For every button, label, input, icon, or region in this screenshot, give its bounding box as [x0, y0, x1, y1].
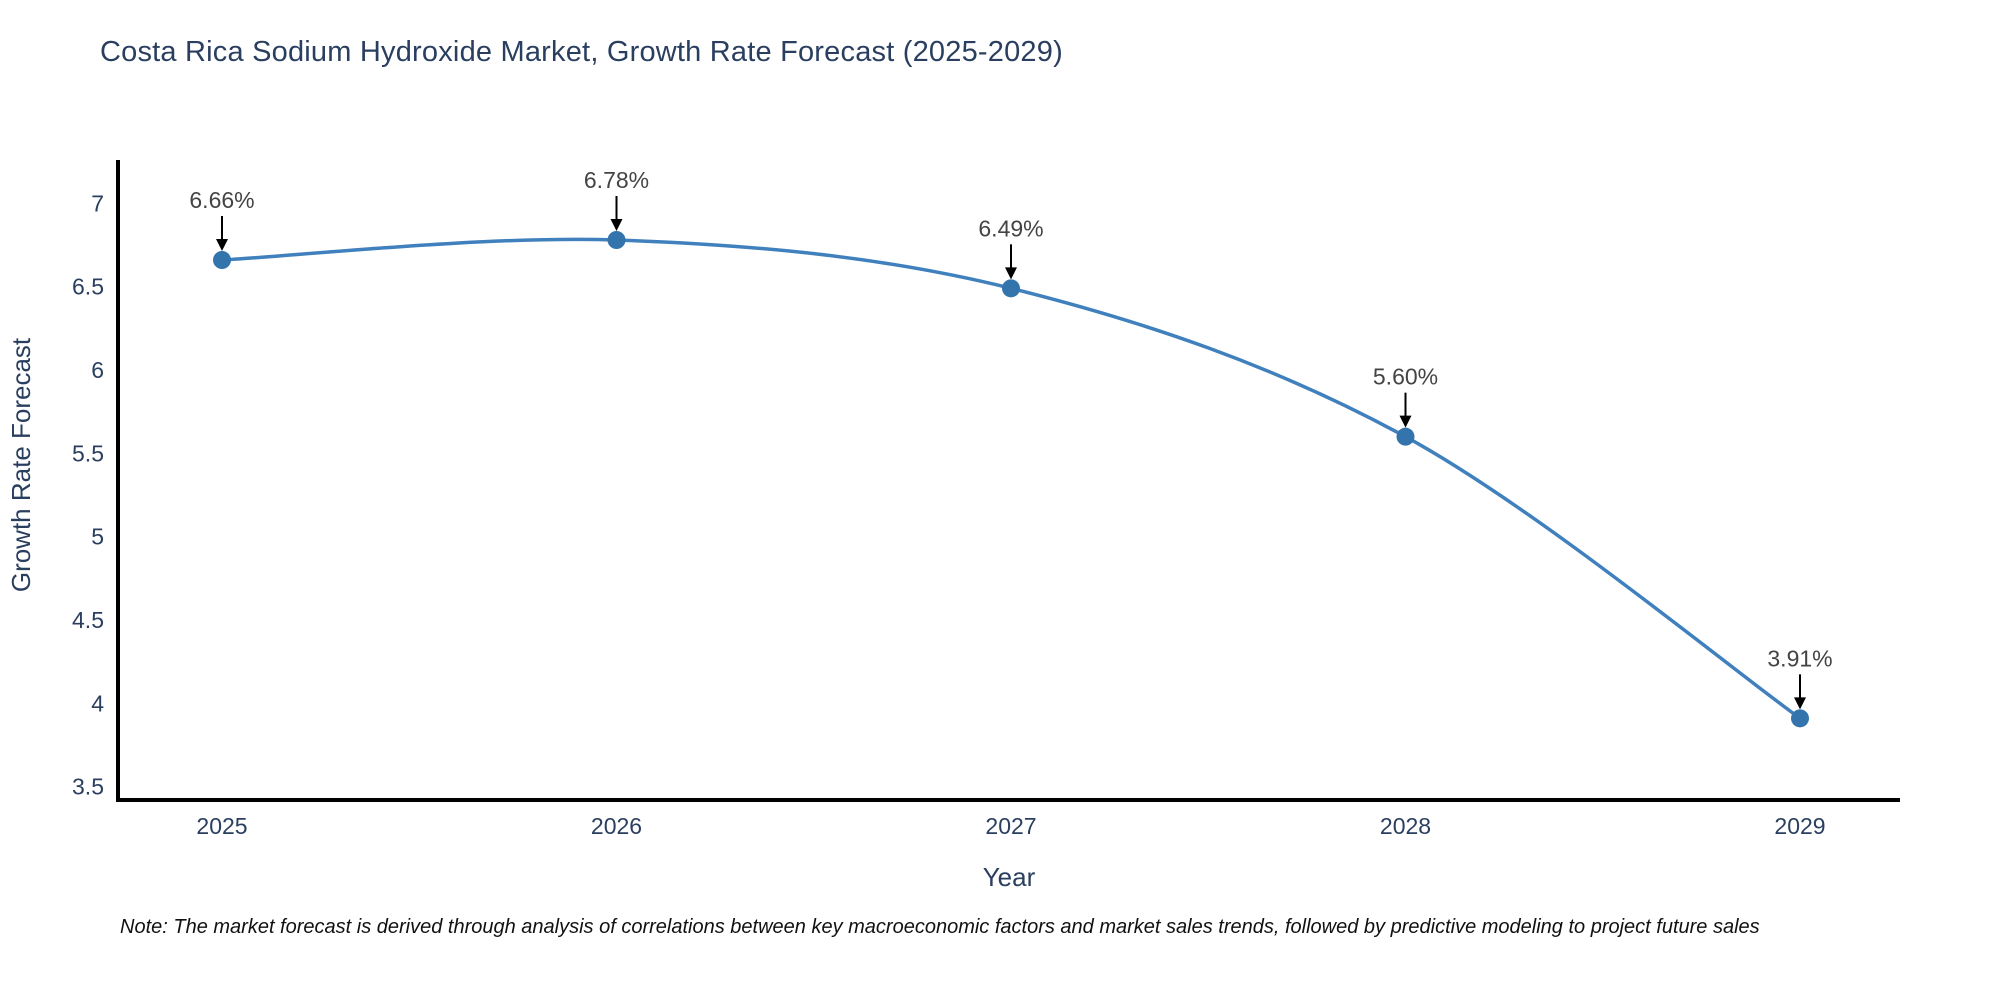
- x-axis-title: Year: [983, 862, 1036, 892]
- axes: 3.5 4 4.5 5 5.5 6 6.5 7 2025 2026 2027 2028 2029 Grow…: [6, 160, 1900, 892]
- y-axis-title: Growth Rate Forecast: [6, 337, 36, 592]
- y-tick-label: 6: [91, 357, 104, 383]
- point-value-label: 6.78%: [584, 167, 649, 193]
- data-point-marker[interactable]: [1791, 709, 1809, 728]
- annotation-arrowhead-icon: [1794, 697, 1806, 710]
- chart-title: Costa Rica Sodium Hydroxide Market, Grow…: [100, 36, 1063, 68]
- point-value-label: 6.49%: [978, 215, 1043, 241]
- data-point-marker[interactable]: [1002, 279, 1020, 298]
- growth-rate-line: [221, 237, 1802, 720]
- x-tick-label: 2027: [985, 813, 1036, 839]
- line-series: [213, 231, 1809, 728]
- point-value-label: 5.60%: [1373, 364, 1438, 390]
- annotation-arrowhead-icon: [610, 219, 623, 231]
- y-tick-label: 4: [91, 690, 104, 716]
- x-tick-label: 2026: [591, 813, 642, 839]
- x-tick-label: 2029: [1774, 813, 1825, 839]
- y-tick-label: 5.5: [72, 440, 104, 466]
- y-tick-label: 3.5: [72, 774, 104, 800]
- annotation-arrowhead-icon: [1399, 415, 1412, 428]
- x-tick-label: 2028: [1380, 813, 1431, 839]
- data-point-marker[interactable]: [213, 251, 231, 269]
- y-tick-label: 4.5: [72, 607, 104, 633]
- y-tick-label: 5: [91, 524, 104, 550]
- data-point-marker[interactable]: [1396, 427, 1415, 446]
- annotation-arrowhead-icon: [216, 239, 228, 251]
- y-tick-label: 7: [91, 190, 104, 216]
- data-point-marker[interactable]: [607, 231, 626, 249]
- point-value-label: 3.91%: [1767, 645, 1832, 671]
- footnote: Note: The market forecast is derived thr…: [120, 916, 1760, 938]
- point-value-label: 6.66%: [189, 187, 254, 213]
- x-tick-label: 2025: [196, 813, 247, 839]
- y-tick-label: 6.5: [72, 274, 104, 300]
- annotation-arrowhead-icon: [1005, 267, 1017, 280]
- point-annotations: 6.66% 6.78% 6.49% 5.60% 3.91%: [189, 167, 1833, 710]
